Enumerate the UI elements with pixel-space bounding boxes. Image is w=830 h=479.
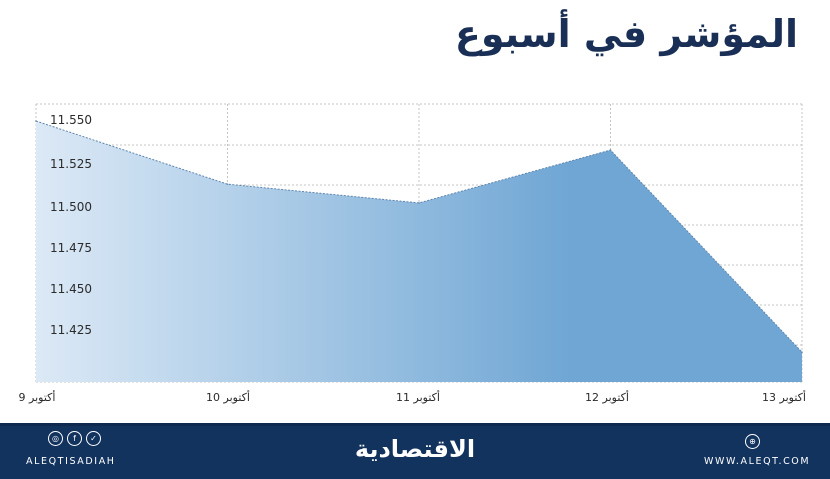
area-line xyxy=(35,120,803,353)
data-point xyxy=(35,120,37,122)
y-tick-label: 11.550 xyxy=(50,113,92,127)
website-url[interactable]: WWW.ALEQT.COM xyxy=(704,456,811,467)
data-point xyxy=(801,351,803,353)
y-tick-label: 11.450 xyxy=(50,282,92,296)
social-handle: ALEQTISADIAH xyxy=(26,456,116,467)
social-icons: ◎ f ✓ xyxy=(48,431,101,446)
globe-icon[interactable]: ⊕ xyxy=(745,434,760,449)
x-tick-label: 11 أكتوبر xyxy=(396,390,440,404)
data-point xyxy=(418,202,420,204)
twitter-icon[interactable]: ✓ xyxy=(86,431,101,446)
facebook-icon[interactable]: f xyxy=(67,431,82,446)
x-tick-label: 9 أكتوبر xyxy=(19,390,56,404)
x-tick-label: 13 أكتوبر xyxy=(762,390,806,404)
y-tick-label: 11.525 xyxy=(50,157,92,171)
data-point xyxy=(226,183,229,185)
area-chart: 11.550 11.525 11.500 11.475 11.450 11.425 9 أ… xyxy=(19,103,806,404)
y-tick-label: 11.475 xyxy=(50,241,92,255)
x-tick-label: 10 أكتوبر xyxy=(206,390,250,404)
data-point xyxy=(609,149,612,151)
x-tick-label: 12 أكتوبر xyxy=(585,390,629,404)
area-series xyxy=(36,121,802,383)
footer-divider xyxy=(0,423,830,426)
chart-title: المؤشر في أسبوع xyxy=(454,12,798,56)
y-tick-label: 11.500 xyxy=(50,200,92,214)
footer-bar: ◎ f ✓ ALEQTISADIAH الاقتصادية ⊕ WWW.ALEQ… xyxy=(0,423,830,479)
y-tick-label: 11.425 xyxy=(50,323,92,337)
instagram-icon[interactable]: ◎ xyxy=(48,431,63,446)
brand-logo: الاقتصادية xyxy=(354,435,476,463)
